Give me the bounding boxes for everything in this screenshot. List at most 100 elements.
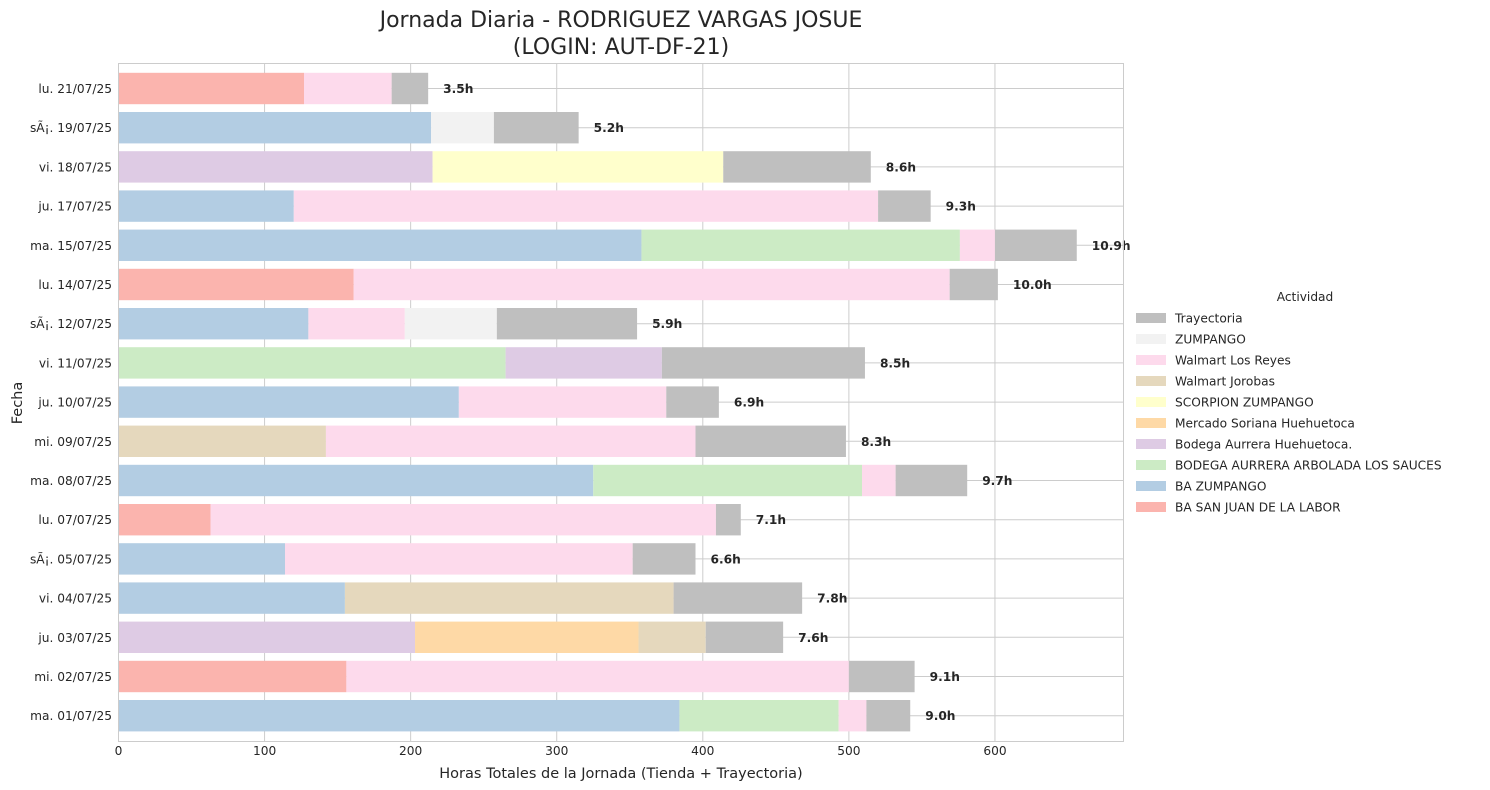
legend-swatch-0	[1136, 313, 1166, 323]
bar-segment-11-1	[210, 504, 716, 536]
y-tick-label-5: lu. 14/07/25	[38, 278, 112, 292]
bar-segment-14-3	[705, 621, 784, 653]
y-tick-label-2: vi. 18/07/25	[39, 160, 112, 174]
bar-segment-4-1	[641, 229, 960, 261]
bar-segment-1-0	[118, 112, 432, 144]
legend-entry-0: Trayectoria	[1174, 312, 1243, 326]
legend-swatch-4	[1136, 397, 1166, 407]
bar-segment-8-0	[118, 386, 459, 418]
bar-total-label-10: 9.7h	[982, 474, 1012, 488]
legend: Actividad Trayectoria ZUMPANGO Walmart Los…	[1136, 290, 1442, 515]
bar-segment-5-1	[353, 268, 950, 301]
y-tick-label-12: sÃ¡. 05/07/25	[30, 551, 112, 566]
x-axis-ticks: 0 100 200 300 400 500 600	[115, 744, 1007, 758]
bar-total-label-14: 7.6h	[798, 631, 828, 645]
bar-segment-7-2	[661, 347, 865, 379]
chart-title-line1: Jornada Diaria - RODRIGUEZ VARGAS JOSUE	[378, 8, 863, 33]
bar-segment-7-1	[505, 347, 662, 379]
legend-swatch-2	[1136, 355, 1166, 365]
legend-swatch-5	[1136, 418, 1166, 428]
legend-swatch-9	[1136, 502, 1166, 512]
bar-segment-15-1	[346, 660, 849, 693]
bar-segment-14-0	[118, 621, 416, 653]
y-tick-label-10: ma. 08/07/25	[30, 474, 112, 488]
bar-segment-11-2	[715, 504, 741, 536]
y-axis-ticks: lu. 21/07/25 sÃ¡. 19/07/25 vi. 18/07/25 ju.…	[30, 82, 112, 723]
bar-segment-3-1	[293, 190, 879, 222]
y-tick-label-0: lu. 21/07/25	[38, 82, 112, 96]
bar-total-label-4: 10.9h	[1092, 239, 1131, 253]
y-tick-label-14: ju. 03/07/25	[37, 631, 112, 645]
bar-segment-9-1	[325, 425, 696, 457]
bar-segment-12-2	[632, 543, 696, 575]
bar-segment-7-0	[118, 347, 506, 379]
y-tick-label-13: vi. 04/07/25	[39, 592, 112, 606]
bar-segment-16-3	[866, 700, 911, 732]
bar-segment-14-1	[415, 621, 639, 653]
y-tick-label-8: ju. 10/07/25	[37, 396, 112, 410]
bar-segment-1-2	[493, 112, 579, 144]
bar-segment-8-2	[666, 386, 719, 418]
x-tick-label-5: 500	[837, 744, 860, 758]
bar-segment-4-2	[959, 229, 995, 261]
legend-swatch-6	[1136, 439, 1166, 449]
legend-swatch-1	[1136, 334, 1166, 344]
bar-segment-10-1	[593, 464, 863, 497]
legend-entry-8: BA ZUMPANGO	[1175, 480, 1266, 494]
bars	[118, 72, 1077, 732]
y-tick-label-7: vi. 11/07/25	[39, 356, 112, 370]
legend-swatch-7	[1136, 460, 1166, 470]
legend-swatch-8	[1136, 481, 1166, 491]
bar-segment-0-0	[118, 72, 305, 105]
bar-total-label-5: 10.0h	[1013, 278, 1052, 292]
plot-area-frame	[118, 63, 1124, 742]
bar-segment-14-2	[638, 621, 706, 653]
bar-total-label-3: 9.3h	[946, 200, 976, 214]
bar-segment-13-2	[673, 582, 803, 614]
bar-segment-9-2	[695, 425, 846, 457]
bar-segment-6-0	[118, 308, 309, 340]
legend-entry-9: BA SAN JUAN DE LA LABOR	[1175, 501, 1341, 515]
bar-segment-3-0	[118, 190, 294, 222]
legend-entry-4: SCORPION ZUMPANGO	[1175, 396, 1314, 410]
bar-segment-6-3	[496, 308, 638, 340]
chart-title-line2: (LOGIN: AUT-DF-21)	[513, 35, 729, 60]
bar-segment-16-1	[679, 700, 839, 732]
bar-total-label-16: 9.0h	[925, 709, 955, 723]
legend-entry-6: Bodega Aurrera Huehuetoca.	[1175, 438, 1352, 452]
bar-segment-5-0	[118, 268, 354, 301]
bar-segment-4-0	[118, 229, 642, 261]
bar-total-label-7: 8.5h	[880, 356, 910, 370]
bar-segment-5-2	[949, 268, 998, 301]
bar-segment-13-1	[344, 582, 674, 614]
y-tick-label-11: lu. 07/07/25	[38, 513, 112, 527]
bar-segment-10-3	[895, 464, 968, 497]
bar-total-label-15: 9.1h	[930, 670, 960, 684]
bar-segment-16-0	[118, 700, 680, 732]
bar-segment-0-1	[304, 72, 392, 105]
bar-segment-1-1	[431, 112, 494, 144]
x-axis-label: Horas Totales de la Jornada (Tienda + Tr…	[439, 766, 802, 782]
bar-segment-13-0	[118, 582, 345, 614]
bar-segment-11-0	[118, 504, 211, 536]
bar-total-label-0: 3.5h	[443, 82, 473, 96]
bar-total-label-1: 5.2h	[594, 121, 624, 135]
y-tick-label-4: ma. 15/07/25	[30, 239, 112, 253]
bar-total-label-6: 5.9h	[652, 317, 682, 331]
bar-segment-2-1	[432, 151, 724, 183]
y-tick-label-6: sÃ¡. 12/07/25	[30, 316, 112, 331]
x-tick-label-1: 100	[253, 744, 276, 758]
legend-entry-1: ZUMPANGO	[1175, 333, 1246, 347]
legend-title: Actividad	[1277, 290, 1334, 304]
legend-swatch-3	[1136, 376, 1166, 386]
bar-segment-6-2	[404, 308, 497, 340]
bar-segment-8-1	[458, 386, 667, 418]
bar-total-label-8: 6.9h	[734, 396, 764, 410]
x-tick-label-6: 600	[983, 744, 1006, 758]
data-labels: 3.5h 5.2h 8.6h 9.3h 10.9h 10.0h 5.9h 8.5h 6.9h 8.…	[443, 82, 1130, 723]
bar-segment-2-2	[723, 151, 871, 183]
bar-segment-10-0	[118, 464, 594, 497]
bar-segment-6-1	[308, 308, 405, 340]
bar-segment-15-0	[118, 660, 347, 693]
y-tick-label-1: sÃ¡. 19/07/25	[30, 120, 112, 135]
